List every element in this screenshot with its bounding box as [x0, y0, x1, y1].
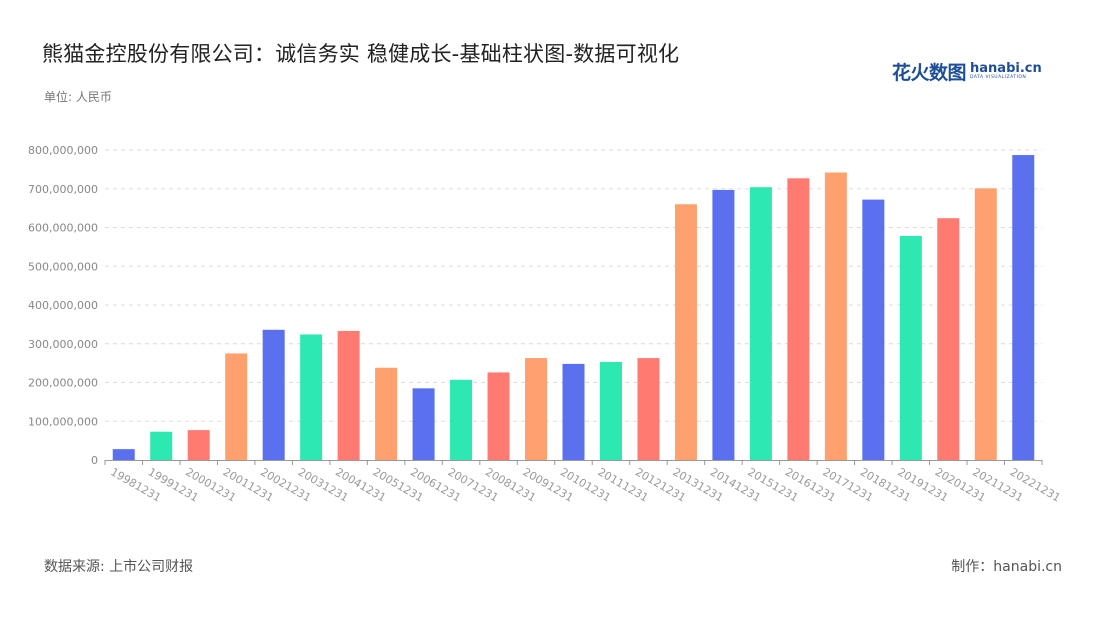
bar: [599, 361, 622, 460]
unit-label: 单位: 人民币: [44, 90, 112, 104]
bar: [937, 218, 960, 460]
y-tick-label: 500,000,000: [28, 260, 98, 273]
y-tick-label: 200,000,000: [28, 377, 98, 390]
bar: [1012, 155, 1035, 460]
bar: [824, 172, 847, 460]
y-tick-label: 100,000,000: [28, 415, 98, 428]
bar: [225, 353, 248, 460]
logo-cn-text: 花火数图: [892, 62, 967, 84]
bar: [899, 236, 922, 460]
bar: [150, 431, 173, 460]
bar: [712, 189, 735, 460]
y-tick-label: 400,000,000: [28, 299, 98, 312]
brand-logo: 花火数图 hanabi.cn DATA VISUALIZATION: [892, 58, 1042, 85]
bar: [674, 204, 697, 460]
y-tick-label: 600,000,000: [28, 222, 98, 235]
bar: [487, 372, 510, 460]
y-tick-label: 300,000,000: [28, 338, 98, 351]
bar: [637, 358, 660, 460]
bar: [787, 178, 810, 460]
bar: [862, 199, 885, 460]
bar: [525, 358, 548, 460]
bar: [375, 367, 398, 460]
bar: [412, 388, 435, 460]
bar: [562, 363, 585, 460]
bar: [300, 334, 323, 460]
bar: [112, 449, 135, 460]
y-tick-label: 700,000,000: [28, 183, 98, 196]
bar: [337, 330, 360, 460]
data-source: 数据来源: 上市公司财报: [44, 559, 194, 575]
bar: [187, 430, 210, 460]
maker-credit: 制作：hanabi.cn: [951, 559, 1062, 575]
bar: [450, 379, 473, 460]
logo-en-text: hanabi.cn: [970, 61, 1042, 76]
bar: [262, 329, 285, 460]
chart-title: 熊猫金控股份有限公司：诚信务实 稳健成长-基础柱状图-数据可视化: [42, 42, 680, 66]
bar: [749, 187, 772, 460]
bar: [974, 188, 997, 461]
y-tick-label: 0: [91, 454, 98, 467]
logo-en-block: hanabi.cn DATA VISUALIZATION: [970, 62, 1042, 81]
y-tick-label: 800,000,000: [28, 144, 98, 157]
logo-sub-text: DATA VISUALIZATION: [970, 75, 1027, 80]
